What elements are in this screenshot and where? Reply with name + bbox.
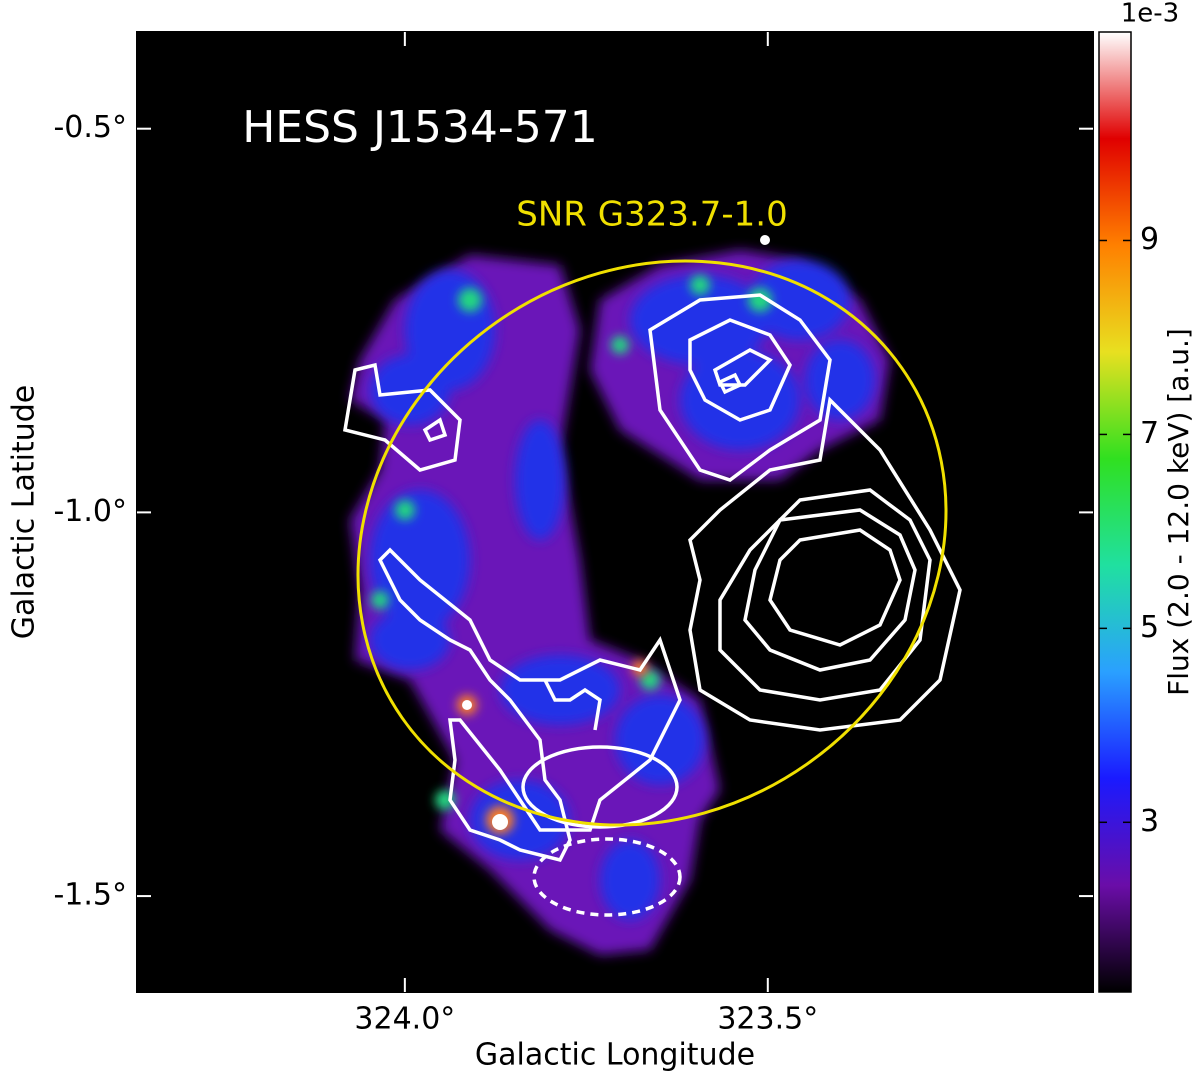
contours <box>343 293 962 917</box>
snr-ellipse <box>356 259 948 827</box>
x-tick-label: 323.5° <box>717 1002 818 1037</box>
colorbar-label: Flux (2.0 - 12.0 keV) [a.u.] <box>1162 328 1195 696</box>
colorbar-offset: 1e-3 <box>1121 0 1179 29</box>
colorbar-tick-label: 5 <box>1140 610 1159 645</box>
y-tick-label: -1.5° <box>53 878 127 913</box>
colorbar-tick-label: 7 <box>1140 416 1159 451</box>
y-axis-label: Galactic Latitude <box>7 385 42 639</box>
colorbar-tick-label: 3 <box>1140 804 1159 839</box>
colorbar <box>1098 31 1132 993</box>
x-axis-label: Galactic Longitude <box>475 1038 755 1073</box>
y-tick-label: -0.5° <box>53 110 127 145</box>
x-tick-label: 324.0° <box>354 1002 455 1037</box>
y-tick-label: -1.0° <box>53 494 127 529</box>
annotation: SNR G323.7-1.0 <box>516 195 787 235</box>
chart-title: HESS J1534-571 <box>242 102 598 153</box>
colorbar-tick-label: 9 <box>1140 222 1159 257</box>
